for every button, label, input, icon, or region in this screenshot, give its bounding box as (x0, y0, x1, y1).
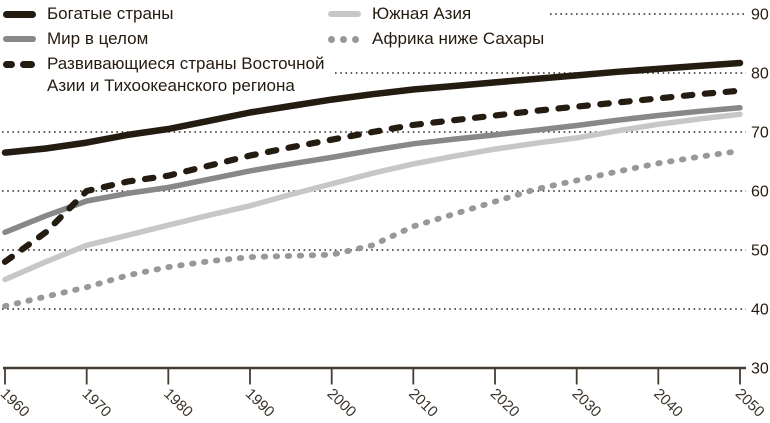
x-axis-label-2010: 2010 (405, 385, 441, 420)
legend-item-sub-saharan-africa: Африка ниже Сахары (328, 28, 544, 50)
legend-item-east-asia-developing: Развивающиеся страны Восточной Азии и Ти… (3, 53, 339, 97)
legend-label: Африка ниже Сахары (372, 29, 545, 48)
x-axis-label-2000: 2000 (324, 385, 360, 420)
x-axis-label-1980: 1980 (160, 385, 196, 420)
y-axis-label-40: 40 (751, 302, 769, 319)
y-axis-label-80: 80 (751, 66, 769, 83)
x-axis-label-1990: 1990 (242, 385, 278, 420)
series-line-2 (1, 87, 744, 265)
x-axis-label-2020: 2020 (487, 385, 523, 420)
x-axis-label-2050: 2050 (732, 385, 768, 420)
series-line-4 (2, 147, 743, 310)
y-axis-label-70: 70 (751, 125, 769, 142)
y-axis-label-90: 90 (751, 7, 769, 24)
y-axis-label-30: 30 (751, 361, 769, 378)
series-line-1 (2, 105, 743, 236)
legend-swatch-solid-gray (3, 36, 36, 42)
legend-label: Южная Азия (372, 4, 472, 23)
legend-swatch-solid-lightgray (328, 11, 361, 17)
x-axis-label-2040: 2040 (650, 385, 686, 420)
series-line-3 (2, 111, 743, 283)
y-axis-label-60: 60 (751, 184, 769, 201)
legend-swatch-dashed-dark (3, 61, 36, 68)
legend-label: Мир в целом (47, 29, 149, 48)
series-line-0 (1, 59, 744, 156)
legend-item-south-asia: Южная Азия (328, 3, 471, 25)
x-axis-label-2030: 2030 (569, 385, 605, 420)
legend-item-rich-countries: Богатые страны (3, 3, 174, 25)
x-axis-label-1970: 1970 (79, 385, 115, 420)
legend-label: Богатые страны (47, 4, 174, 23)
legend-swatch-solid-dark (3, 11, 36, 18)
y-axis-label-50: 50 (751, 243, 769, 260)
x-axis-label-1960: 1960 (0, 385, 33, 420)
legend-item-world: Мир в целом (3, 28, 148, 50)
legend-label: Развивающиеся страны Восточной Азии и Ти… (47, 54, 325, 95)
legend-swatch-dotted-gray (328, 36, 361, 43)
